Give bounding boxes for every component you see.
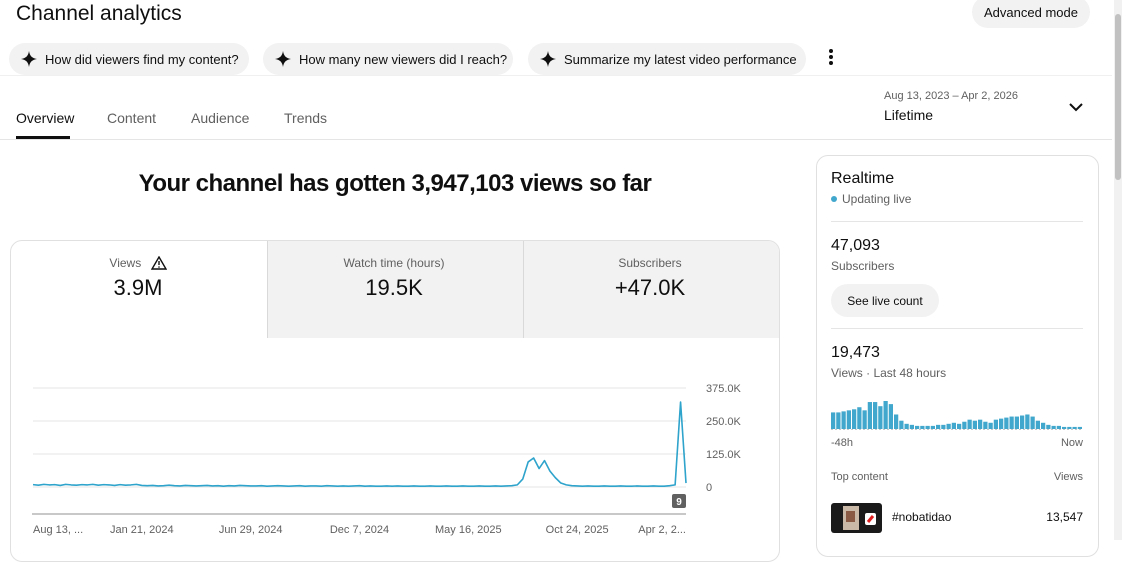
date-selector[interactable]: Aug 13, 2023 – Apr 2, 2026 Lifetime xyxy=(884,88,1104,130)
suggestion-chip[interactable]: How many new viewers did I reach? xyxy=(263,43,513,75)
divider xyxy=(831,328,1083,329)
date-range: Aug 13, 2023 – Apr 2, 2026 xyxy=(884,90,1018,102)
scrollbar-track xyxy=(1114,0,1122,540)
views-label: Views · Last 48 hours xyxy=(831,366,947,380)
tab[interactable]: Trends xyxy=(284,110,328,126)
sparkle-icon xyxy=(540,51,556,67)
divider xyxy=(0,75,1112,76)
tab[interactable]: Overview xyxy=(16,110,75,126)
metric-label-text: Views xyxy=(109,256,142,270)
subscriber-count: 47,093 xyxy=(831,237,880,254)
tab-indicator xyxy=(16,136,70,139)
metric-value: 3.9M xyxy=(113,275,163,300)
metric-label[interactable]: Views xyxy=(10,255,266,270)
divider xyxy=(267,241,268,338)
suggestion-text: How did viewers find my content? xyxy=(45,51,239,67)
divider xyxy=(0,139,1112,140)
suggestion-chip[interactable]: How did viewers find my content? xyxy=(9,43,249,75)
tab[interactable]: Content xyxy=(107,110,157,126)
metric-value: 19.5K xyxy=(365,275,423,300)
realtime-title: Realtime xyxy=(831,170,895,187)
metric-value: +47.0K xyxy=(614,275,686,300)
suggestion-text: Summarize my latest video performance xyxy=(564,51,797,67)
metric-label[interactable]: Watch time (hours) xyxy=(343,256,445,270)
sparkle-icon xyxy=(21,51,37,67)
page-title: Channel analytics xyxy=(16,2,182,25)
metric-label[interactable]: Subscribers xyxy=(618,256,682,270)
advanced-mode-button[interactable]: Advanced mode xyxy=(972,0,1090,28)
video-title[interactable]: #nobatidao xyxy=(892,510,952,524)
tab[interactable]: Audience xyxy=(191,110,250,126)
headline: Your channel has gotten 3,947,103 views … xyxy=(138,170,652,197)
views-count: 19,473 xyxy=(831,344,880,361)
overview-card xyxy=(10,240,780,562)
realtime-status: Updating live xyxy=(842,192,912,206)
warning-icon xyxy=(150,255,167,270)
subscriber-label: Subscribers xyxy=(831,259,895,273)
divider xyxy=(523,241,524,338)
sparkle-icon xyxy=(275,51,291,67)
scrollbar-thumb[interactable] xyxy=(1115,14,1121,180)
column-header: Views xyxy=(1053,471,1083,483)
live-count-button[interactable]: See live count xyxy=(831,284,939,317)
divider xyxy=(831,221,1083,222)
date-label: Lifetime xyxy=(884,107,934,123)
more-menu[interactable] xyxy=(824,48,838,68)
column-header: Top content xyxy=(831,471,888,483)
video-views: 13,547 xyxy=(1046,510,1083,524)
suggestion-chip[interactable]: Summarize my latest video performance xyxy=(528,43,806,75)
live-dot xyxy=(831,196,837,202)
chevron-icon xyxy=(1069,103,1083,112)
video-thumbnail[interactable] xyxy=(831,503,882,533)
suggestion-text: How many new viewers did I reach? xyxy=(299,51,508,67)
